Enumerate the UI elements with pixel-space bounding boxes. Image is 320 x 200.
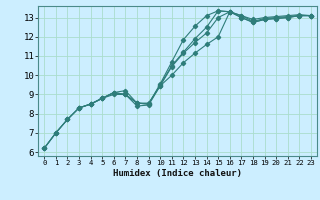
X-axis label: Humidex (Indice chaleur): Humidex (Indice chaleur): [113, 169, 242, 178]
